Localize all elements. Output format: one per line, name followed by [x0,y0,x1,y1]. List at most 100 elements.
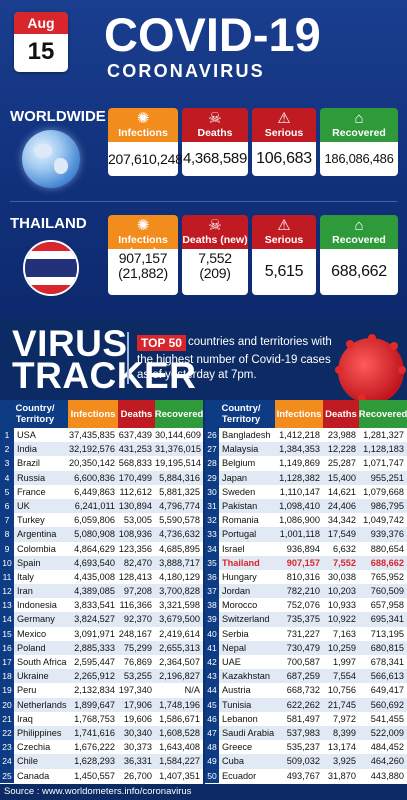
recovered-cell: 560,692 [370,699,404,710]
deaths-cell: 23,988 [327,430,356,440]
rank-cell: 21 [0,711,14,726]
table-row: 41 Nepal 730,479 10,259 680,815 [205,640,407,655]
country-cell: Austria [222,685,251,696]
deaths-cell: 3,925 [333,756,356,767]
thailand-deaths-value: 7,552 (209) [182,249,248,295]
recovered-cell: 2,364,507 [159,657,200,667]
recovered-cell: 30,144,609 [155,430,201,440]
recovered-cell: 5,884,316 [159,472,200,483]
recovered-label: Recovered [332,127,386,139]
table-row: 9 Colombia 4,864,629 123,356 4,685,895 [0,541,203,556]
country-cell: India [17,444,37,455]
rank-cell: 39 [205,612,219,627]
serious-header: ⚠ Serious [252,108,316,142]
deaths-cell: 26,700 [123,770,152,781]
rank-cell: 3 [0,456,14,471]
rank-cell: 31 [205,498,219,514]
country-cell: Italy [17,571,34,582]
deaths-cell: 568,833 [118,458,152,469]
deaths-cell: 197,340 [118,685,152,696]
deaths-new-header: ☠ Deaths (new) [182,215,248,249]
deaths-cell: 34,342 [327,515,356,526]
table-header-right: Country/ Territory Infections Deaths Rec… [205,400,407,428]
calendar-day: 15 [27,38,55,65]
deaths-cell: 53,255 [123,671,152,682]
country-cell: Ecuador [222,770,257,781]
infections-cell: 4,693,540 [74,557,115,568]
country-cell: Argentina [17,529,57,540]
table-row: 7 Turkey 6,059,806 53,005 5,590,578 [0,513,203,528]
country-cell: Kazakhstan [222,671,271,682]
country-cell: UK [17,500,30,511]
infections-cell: 687,259 [286,671,320,682]
source-note: Source : www.worldometers.info/coronavir… [0,784,407,800]
rank-cell: 24 [0,754,14,769]
deaths-cell: 92,370 [123,614,152,625]
table-row: 2 India 32,192,576 431,253 31,376,015 [0,442,203,457]
rank-cell: 25 [0,768,14,783]
infections-cell: 3,833,541 [74,600,115,611]
infections-cell: 1,741,616 [74,727,115,738]
deaths-cell: 10,259 [327,642,356,653]
infections-cell: 1,128,382 [279,472,320,483]
table-row: 8 Argentina 5,080,908 108,936 4,736,632 [0,527,203,542]
rank-cell: 41 [205,640,219,655]
rank-cell: 4 [0,470,14,485]
calendar-icon: Aug 15 [14,12,68,72]
thailand-recovered: ⌂ Recovered 688,662 [320,215,398,295]
recovered-cell: 3,700,828 [159,586,200,597]
deaths-cell: 30,038 [327,571,356,582]
recovered-cell: 939,376 [370,529,404,540]
rank-cell: 18 [0,669,14,684]
thailand-label: THAILAND [10,215,87,232]
table-row: 23 Czechia 1,676,222 30,373 1,643,408 [0,740,203,755]
infections-cell: 731,227 [286,628,320,639]
rank-cell: 30 [205,484,219,499]
country-cell: Ukraine [17,671,49,682]
country-cell: Chile [17,756,38,767]
rank-cell: 48 [205,740,219,755]
skull-icon: ☠ [208,110,222,127]
deaths-cell: 7,554 [333,671,356,682]
deaths-cell: 128,413 [118,571,152,582]
table-row: 3 Brazil 20,350,142 568,833 19,195,514 [0,456,203,471]
globe-icon [22,130,80,188]
recovered-cell: 657,958 [370,600,404,611]
table-row: 27 Malaysia 1,384,353 12,228 1,128,183 [205,442,407,457]
recovered-cell: N/A [184,685,200,696]
calendar-month: Aug [14,12,68,34]
thailand-serious: ⚠ Serious 5,615 [252,215,316,295]
table-row: 34 Israel 936,894 6,632 880,654 [205,541,407,556]
recovered-label: Recovered [332,234,386,246]
deaths-cell: 15,400 [327,472,356,483]
infections-cell: 5,080,908 [74,529,115,540]
recovered-cell: 760,509 [370,586,404,597]
warning-icon: ⚠ [277,110,291,127]
worldwide-deaths: ☠ Deaths 4,368,589 [182,108,248,176]
serious-label: Serious [264,127,304,139]
infections-cell: 1,149,869 [279,458,320,469]
deaths-cell: 36,331 [123,756,152,767]
header-country: Country/ Territory [205,400,275,428]
country-cell: Philippines [17,727,62,738]
deaths-cell: 12,228 [327,444,356,455]
recovered-cell: 678,341 [370,657,404,667]
deaths-cell: 10,933 [327,600,356,611]
recovered-cell: 1,748,196 [159,699,200,710]
country-cell: Nepal [222,642,247,653]
virus-icon: ✺ [136,217,150,234]
table-row: 22 Philippines 1,741,616 30,340 1,608,528 [0,725,203,741]
rank-cell: 15 [0,626,14,641]
country-cell: Belgium [222,458,256,469]
recovered-cell: 695,341 [370,614,404,625]
recovered-cell: 1,079,668 [363,486,404,497]
recovered-cell: 1,071,747 [363,458,404,469]
deaths-cell: 53,005 [123,515,152,526]
rank-cell: 45 [205,697,219,712]
infections-cell: 1,098,410 [279,500,320,511]
serious-label: Serious [264,234,304,246]
table-row: 33 Portugal 1,001,118 17,549 939,376 [205,527,407,542]
recovered-cell: 986,795 [370,500,404,511]
country-cell: Switzerland [222,614,270,625]
rank-cell: 10 [0,555,14,570]
